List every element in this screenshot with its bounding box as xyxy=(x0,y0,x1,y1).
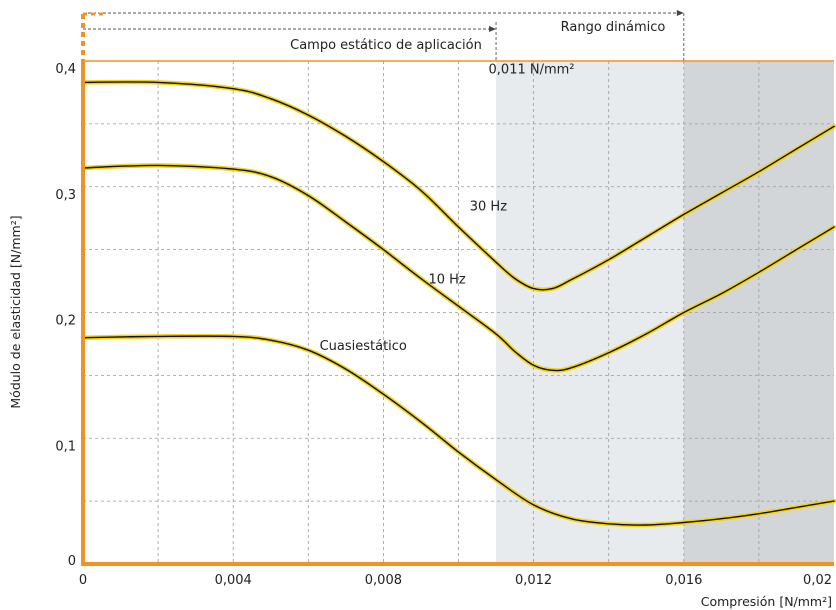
annotation-label: Cuasiestático xyxy=(320,339,407,354)
static-range-arrowhead xyxy=(489,26,496,32)
x-tick-label: 0,02 xyxy=(803,573,832,588)
range-markers: Rango dinámico Campo estático de aplicac… xyxy=(83,10,684,61)
x-tick-label: 0 xyxy=(79,573,87,588)
y-tick-label: 0,2 xyxy=(55,314,76,329)
static-range-label: Campo estático de aplicación xyxy=(290,38,482,53)
dynamic-range-label: Rango dinámico xyxy=(561,20,666,35)
annotation-label: 30 Hz xyxy=(470,200,507,215)
x-tick-label: 0,004 xyxy=(215,573,252,588)
annotation-label: 0,011 N/mm² xyxy=(489,63,575,78)
x-axis-title: Compresión [N/mm²] xyxy=(701,594,832,609)
x-tick-label: 0,016 xyxy=(665,573,702,588)
annotation-label: 10 Hz xyxy=(428,273,465,288)
y-tick-label: 0,1 xyxy=(55,439,76,454)
dynamic-range-arrowhead xyxy=(677,10,684,16)
y-tick-label: 0,4 xyxy=(55,62,76,77)
y-tick-label: 0,3 xyxy=(55,188,76,203)
y-axis-title: Módulo de elasticidad [N/mm²] xyxy=(8,215,23,408)
y-tick-label: 0 xyxy=(68,554,76,569)
x-tick-label: 0,012 xyxy=(515,573,552,588)
x-tick-label: 0,008 xyxy=(365,573,402,588)
